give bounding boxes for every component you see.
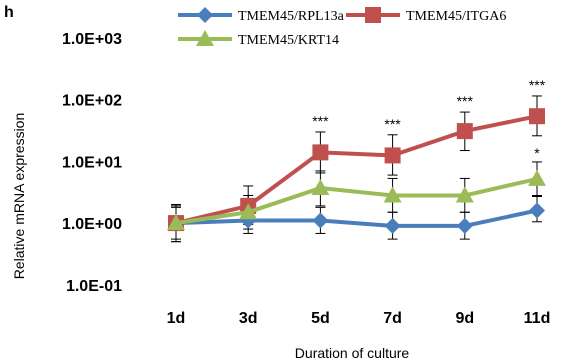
- x-tick-label: 7d: [383, 310, 402, 327]
- data-point: [311, 179, 330, 196]
- plot-area: [167, 95, 546, 243]
- data-point: [456, 123, 473, 140]
- legend: TMEM45/RPL13a TMEM45/ITGA6 TMEM45/KRT14: [178, 7, 506, 48]
- y-axis: 1.0E-01 1.0E+00 1.0E+01 1.0E+02 1.0E+03: [62, 31, 122, 295]
- significance-label: ***: [384, 116, 401, 132]
- data-point: [365, 7, 381, 23]
- legend-entry: TMEM45/RPL13a: [178, 7, 345, 24]
- y-axis-title: Relative mRNA expression: [11, 113, 27, 280]
- x-tick-label: 11d: [524, 310, 551, 327]
- data-point: [312, 212, 329, 229]
- panel-label: h: [4, 4, 14, 21]
- legend-label: TMEM45/KRT14: [238, 33, 339, 48]
- data-point: [239, 203, 258, 220]
- data-point: [197, 7, 213, 23]
- significance-label: ***: [312, 113, 329, 129]
- x-axis: 1d 3d 5d 7d 9d 11d: [167, 310, 551, 327]
- data-point: [529, 202, 545, 219]
- data-point: [383, 186, 402, 203]
- data-point: [312, 144, 329, 161]
- series-1: [168, 202, 545, 234]
- data-point: [455, 186, 474, 203]
- y-tick-label: 1.0E+00: [62, 216, 122, 233]
- data-point: [196, 30, 214, 46]
- error-bars: [171, 161, 542, 243]
- x-tick-label: 9d: [455, 310, 474, 327]
- y-tick-label: 1.0E+02: [62, 93, 122, 110]
- significance-label: ***: [529, 77, 546, 93]
- data-point: [456, 217, 473, 234]
- x-tick-label: 1d: [167, 310, 186, 327]
- legend-label: TMEM45/RPL13a: [238, 9, 345, 24]
- x-axis-title: Duration of culture: [295, 345, 410, 361]
- x-tick-label: 3d: [239, 310, 258, 327]
- series-2: [168, 108, 545, 232]
- significance-annotations: *** **********: [312, 77, 545, 161]
- legend-entry: TMEM45/ITGA6: [346, 7, 506, 24]
- data-point: [529, 108, 545, 125]
- significance-label: *: [534, 145, 540, 161]
- y-tick-label: 1.0E+01: [62, 154, 122, 171]
- data-point: [384, 217, 401, 234]
- data-point: [167, 214, 185, 231]
- data-point: [384, 147, 401, 164]
- significance-label: ***: [457, 93, 474, 109]
- legend-label: TMEM45/ITGA6: [406, 9, 506, 24]
- x-tick-label: 5d: [311, 310, 330, 327]
- y-tick-label: 1.0E+03: [62, 31, 122, 48]
- series-line: [175, 208, 538, 228]
- y-tick-label: 1.0E-01: [66, 278, 122, 295]
- series-line: [175, 114, 538, 226]
- series-3: [167, 169, 546, 231]
- series-line: [175, 176, 538, 226]
- data-point: [528, 169, 546, 186]
- legend-entry: TMEM45/KRT14: [178, 30, 339, 48]
